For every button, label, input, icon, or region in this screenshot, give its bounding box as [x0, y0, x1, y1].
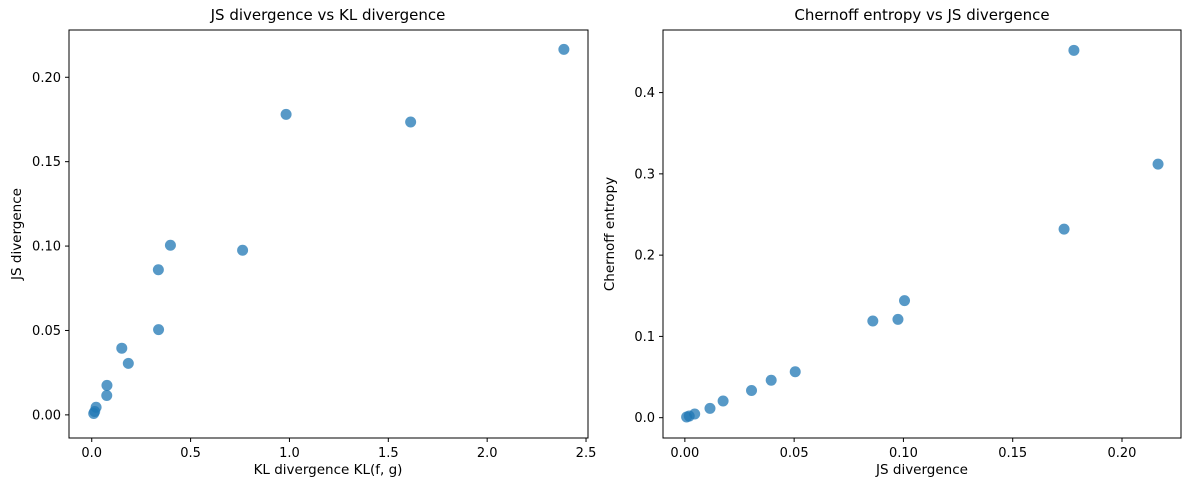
axes-spine — [68, 29, 589, 439]
x-axis-label: JS divergence — [875, 462, 968, 478]
x-axis-label: KL divergence KL(f, g) — [254, 462, 403, 478]
y-tick-label: 0.20 — [32, 71, 61, 86]
x-tick-label: 0.05 — [780, 446, 809, 461]
data-point — [892, 313, 904, 325]
x-tick-label: 1.5 — [378, 446, 399, 461]
plot-area-1: 0.00 0.05 0.10 0.15 0.20 0.0 0.1 0.2 0.3 0.4 — [634, 29, 1182, 461]
data-point — [704, 402, 716, 414]
data-point — [122, 357, 134, 369]
x-tick-label: 2.0 — [477, 446, 498, 461]
plot-title: JS divergence vs KL divergence — [210, 6, 446, 24]
data-point — [101, 379, 113, 391]
subplot-left: JS divergence vs KL divergence KL diverg… — [9, 6, 596, 478]
y-tick-label: 0.10 — [32, 240, 61, 255]
data-point — [237, 244, 249, 256]
data-point — [1058, 223, 1070, 235]
subplot-right: Chernoff entropy vs JS divergence JS div… — [602, 6, 1182, 478]
y-axis-label: Chernoff entropy — [602, 177, 618, 291]
data-point — [717, 395, 729, 407]
x-tick-label: 0.20 — [1108, 446, 1137, 461]
data-point — [90, 401, 102, 413]
data-point — [867, 315, 879, 327]
x-tick-label: 0.00 — [670, 446, 699, 461]
data-point — [1152, 158, 1164, 170]
data-point — [789, 366, 801, 378]
data-point — [558, 43, 570, 55]
y-tick-label: 0.15 — [32, 155, 61, 170]
y-tick-label: 0.2 — [634, 249, 655, 264]
data-point — [164, 239, 176, 251]
data-point — [280, 108, 292, 120]
data-point — [689, 408, 701, 420]
data-point — [405, 116, 417, 128]
x-tick-label: 2.5 — [576, 446, 597, 461]
data-point — [116, 342, 128, 354]
x-tick-label: 0.10 — [889, 446, 918, 461]
y-tick-label: 0.1 — [634, 330, 655, 345]
x-tick-label: 0.15 — [998, 446, 1027, 461]
axes-spine — [662, 29, 1182, 439]
plot-area-0: 0.0 0.5 1.0 1.5 2.0 2.5 0.00 0.05 0.10 0.15 0.20 — [32, 29, 597, 461]
x-tick-label: 1.0 — [279, 446, 300, 461]
data-point — [765, 374, 777, 386]
x-tick-label: 0.5 — [180, 446, 201, 461]
y-tick-label: 0.0 — [634, 411, 655, 426]
x-tick-label: 0.0 — [81, 446, 102, 461]
data-point — [101, 389, 113, 401]
y-tick-label: 0.3 — [634, 167, 655, 182]
y-axis-label: JS divergence — [9, 188, 25, 281]
y-tick-label: 0.05 — [32, 324, 61, 339]
data-point — [153, 324, 165, 336]
data-point — [899, 295, 911, 307]
data-point — [1068, 44, 1080, 56]
data-point — [152, 264, 164, 276]
data-point — [746, 384, 758, 396]
y-tick-label: 0.00 — [32, 408, 61, 423]
y-tick-label: 0.4 — [634, 86, 655, 101]
plot-title: Chernoff entropy vs JS divergence — [794, 6, 1049, 24]
